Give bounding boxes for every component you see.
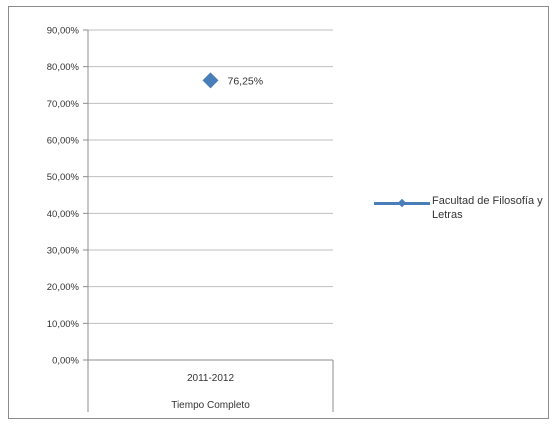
chart-frame	[8, 6, 549, 419]
y-tick-label: 10,00%	[47, 319, 80, 330]
axes	[83, 29, 334, 412]
y-tick-labels: 0,00% 10,00% 20,00% 30,00% 40,00% 50,00% 60,00…	[47, 26, 80, 367]
legend: Facultad de Filosofía y Letras	[366, 194, 546, 234]
y-tick-label: 40,00%	[47, 209, 80, 220]
x-category-labels: 2011-2012 Tiempo Completo	[171, 373, 250, 411]
y-tick-label: 30,00%	[47, 246, 80, 257]
x-category-label: 2011-2012	[187, 373, 235, 384]
y-tick-label: 60,00%	[47, 136, 80, 147]
y-tick-label: 90,00%	[47, 26, 80, 37]
y-tick-label: 20,00%	[47, 282, 80, 293]
series-marks: 76,25%	[202, 72, 264, 89]
y-tick-label: 70,00%	[47, 99, 80, 110]
gridlines	[88, 29, 333, 324]
data-label: 76,25%	[228, 75, 264, 87]
y-tick-label: 80,00%	[47, 62, 80, 73]
data-point-marker	[202, 72, 219, 89]
legend-series-marker	[397, 198, 407, 208]
y-tick-label: 0,00%	[52, 356, 79, 367]
y-tick-label: 50,00%	[47, 172, 80, 183]
x-category-group-label: Tiempo Completo	[171, 400, 250, 411]
legend-series-label: Facultad de Filosofía y Letras	[432, 195, 543, 221]
